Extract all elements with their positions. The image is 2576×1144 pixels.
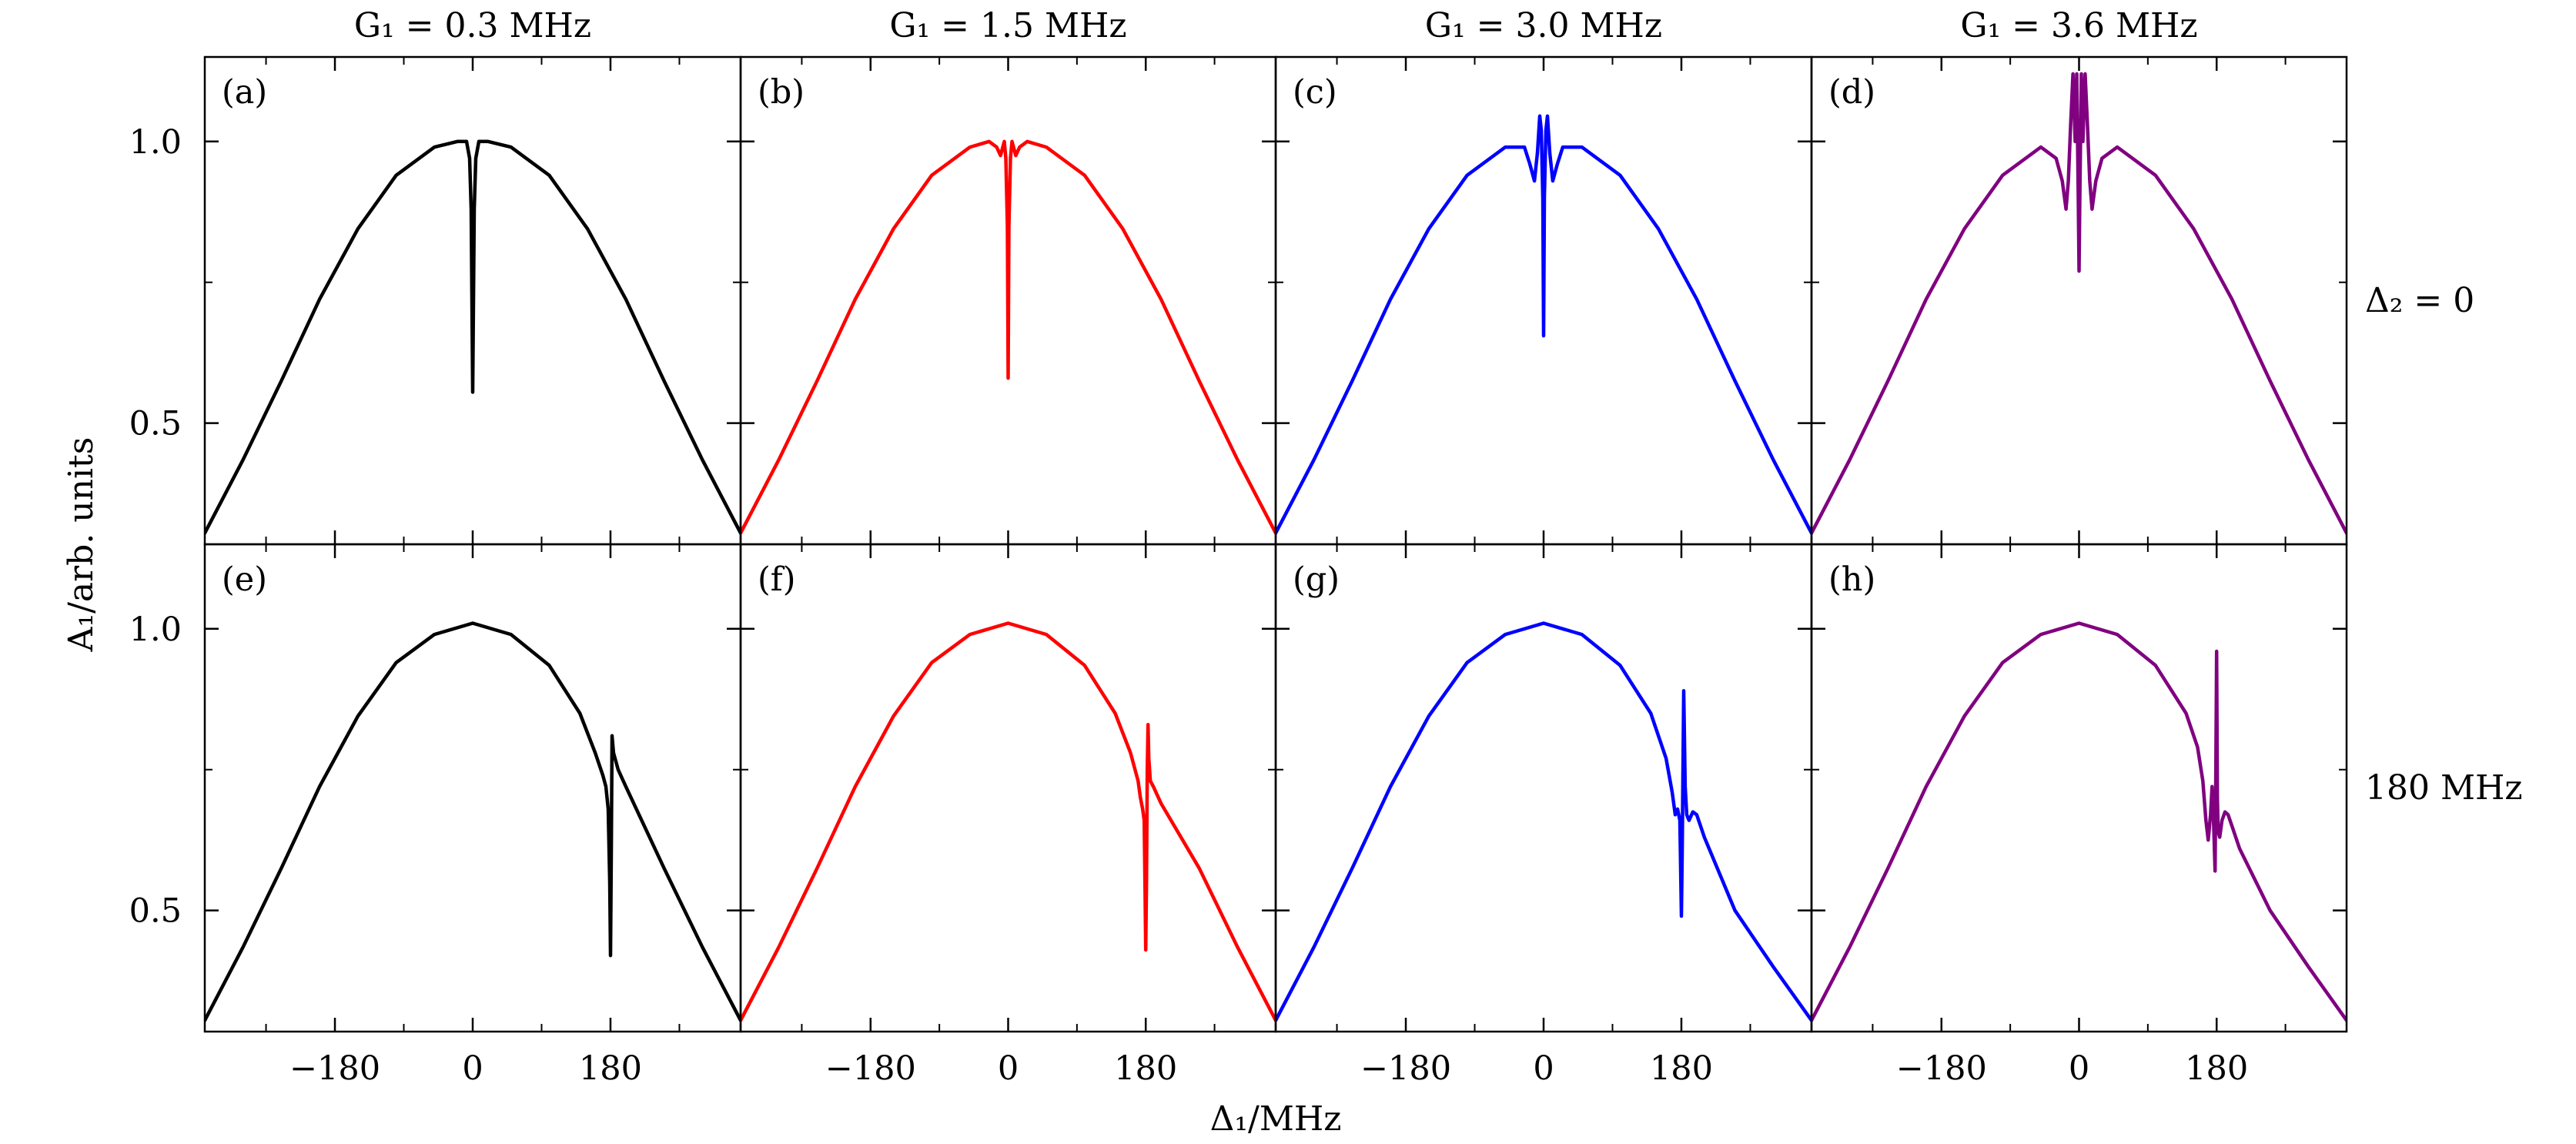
x-tick-label: 180: [1650, 1049, 1713, 1088]
panel-d: (d): [1810, 55, 2348, 546]
y-tick-label: 0.5: [129, 405, 182, 443]
panels-group: (a) 0.5 1.0 (b) (c) (d) (e) 0.5 1.0 −180 0 180 (f) −1…: [129, 55, 2348, 1088]
panel-label: (c): [1293, 73, 1337, 112]
figure-text: G₁ = 0.3 MHz G₁ = 1.5 MHz G₁ = 3.0 MHz G₁ =…: [62, 6, 2523, 1139]
panel-label: (f): [758, 560, 795, 599]
panel-b: (b): [739, 55, 1277, 546]
y-tick-label: 1.0: [129, 123, 182, 162]
panel-label: (b): [758, 73, 805, 112]
panel-g: (g) −180 0 180: [1274, 543, 1813, 1088]
series-line: [1276, 621, 1812, 1022]
x-tick-label: 0: [1533, 1049, 1554, 1088]
plot-frame: [203, 543, 742, 1033]
x-axis-label: Δ₁/MHz: [1210, 1099, 1342, 1139]
x-tick-label: 180: [2185, 1049, 2248, 1088]
x-tick-label: 180: [579, 1049, 642, 1088]
panel-h: (h) −180 0 180: [1810, 543, 2348, 1088]
series-line: [1812, 621, 2347, 1022]
x-tick-label: 180: [1114, 1049, 1177, 1088]
y-axis-label: A₁/arb. units: [62, 437, 101, 653]
column-title: G₁ = 3.6 MHz: [1960, 6, 2197, 45]
row-label: Δ₂ = 0: [2365, 281, 2474, 320]
series-line: [205, 621, 741, 1022]
panel-c: (c): [1274, 55, 1813, 546]
x-tick-label: 0: [462, 1049, 483, 1088]
panel-a: (a) 0.5 1.0: [129, 55, 742, 546]
y-tick-label: 1.0: [129, 610, 182, 649]
series-line: [741, 621, 1276, 1022]
panel-label: (h): [1828, 560, 1875, 599]
panel-label: (d): [1828, 73, 1875, 112]
row-label: 180 MHz: [2365, 768, 2523, 808]
panel-label: (a): [222, 73, 267, 112]
plot-frame: [1274, 543, 1813, 1033]
x-tick-label: −180: [1360, 1049, 1451, 1088]
column-title: G₁ = 0.3 MHz: [354, 6, 591, 45]
series-line: [1276, 114, 1812, 535]
x-tick-label: 0: [2069, 1049, 2089, 1088]
panel-e: (e) 0.5 1.0 −180 0 180: [129, 543, 742, 1088]
x-tick-label: 0: [998, 1049, 1019, 1088]
series-line: [741, 139, 1276, 535]
x-tick-label: −180: [1896, 1049, 1987, 1088]
series-line: [205, 139, 741, 535]
plot-frame: [1810, 543, 2348, 1033]
x-tick-label: −180: [825, 1049, 916, 1088]
plot-frame: [739, 543, 1277, 1033]
panel-label: (g): [1293, 560, 1340, 599]
column-title: G₁ = 3.0 MHz: [1425, 6, 1662, 45]
x-tick-label: −180: [289, 1049, 380, 1088]
y-tick-label: 0.5: [129, 892, 182, 931]
panel-f: (f) −180 0 180: [739, 543, 1277, 1088]
panel-label: (e): [222, 560, 267, 599]
column-title: G₁ = 1.5 MHz: [889, 6, 1126, 45]
series-line: [1812, 72, 2347, 535]
